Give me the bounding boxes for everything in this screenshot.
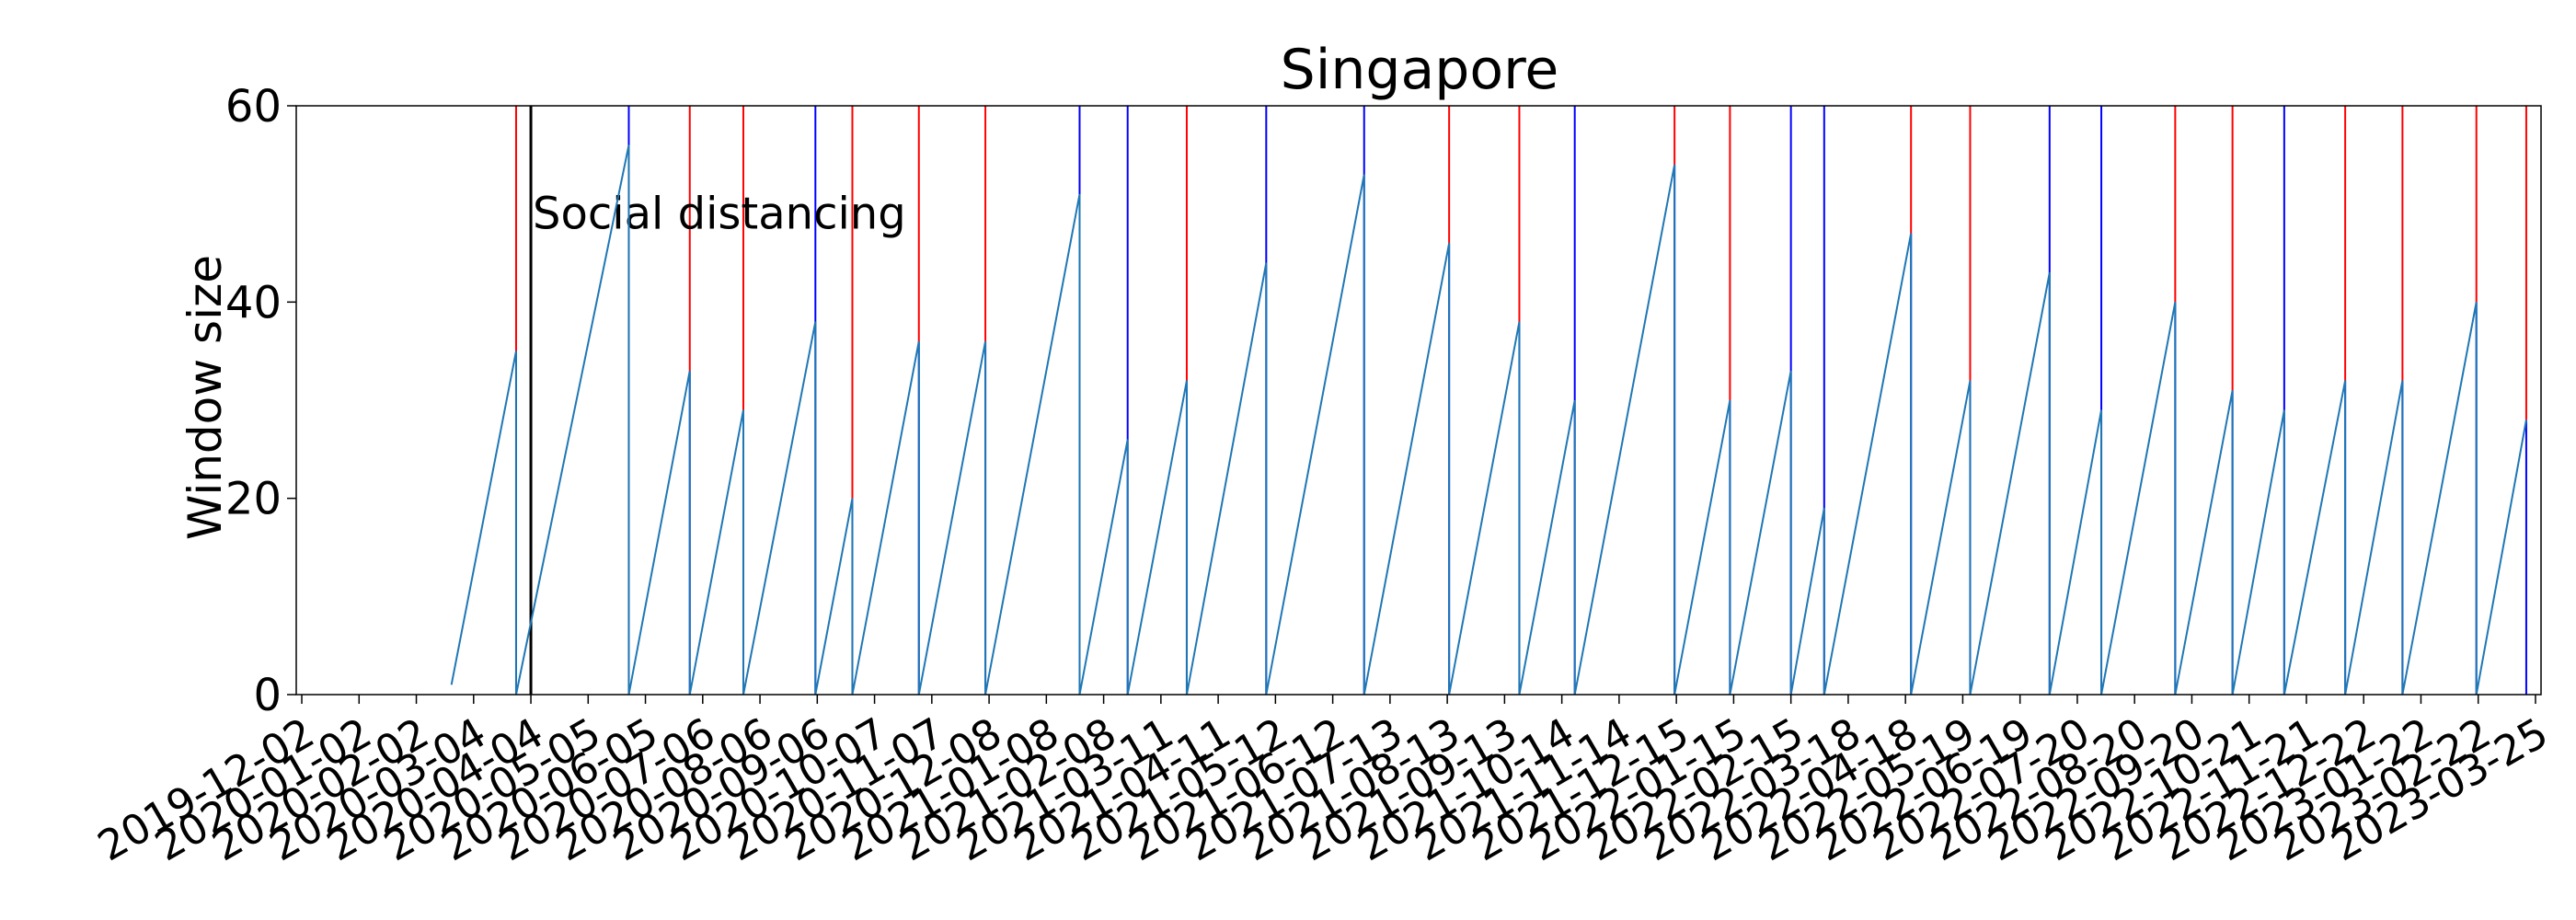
y-axis-label: Window size: [178, 255, 232, 540]
chart-title: Singapore: [1281, 38, 1559, 102]
social-distancing-annotation: Social distancing: [533, 188, 906, 239]
y-tick-label: 0: [253, 670, 282, 721]
axes: 02040602019-12-022020-01-022020-02-02202…: [89, 81, 2556, 870]
plot-area: Social distancing: [450, 106, 2527, 696]
y-tick-label: 60: [225, 81, 282, 132]
y-tick-label: 40: [225, 277, 282, 328]
y-tick-label: 20: [225, 474, 282, 525]
window-size-series-line: [450, 144, 2527, 696]
plot-frame: [295, 105, 2542, 696]
